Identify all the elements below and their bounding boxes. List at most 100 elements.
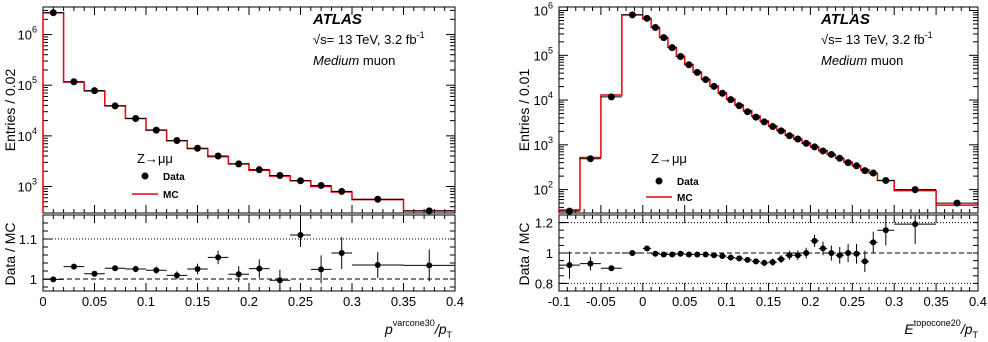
left-data-point — [374, 195, 382, 203]
left-ratio-point — [215, 254, 222, 261]
right-data-point — [735, 102, 743, 110]
right-bottom-ylabel: Data / MC — [516, 222, 532, 285]
right-ratio-point — [845, 250, 852, 256]
right-ratio-point — [566, 262, 573, 269]
left-xtick-label: 0.25 — [288, 294, 313, 309]
right-ratio-point — [752, 258, 759, 265]
left-legend-mc-label: MC — [163, 190, 179, 201]
left-data-point — [214, 152, 222, 160]
right-ratio-point — [861, 258, 868, 265]
right-data-point — [760, 118, 768, 126]
left-chart: ATLAS √s= 13 TeV, 3.2 fb-1 Medium muon Z… — [2, 6, 464, 340]
right-data-point — [660, 34, 668, 42]
right-energy-label: √s= 13 TeV, 3.2 fb-1 — [821, 30, 933, 47]
right-data-point — [882, 176, 890, 184]
right-xtick-label: -0.1 — [548, 294, 570, 309]
left-xtick-label: 0.05 — [82, 294, 107, 309]
left-data-point — [132, 115, 140, 123]
left-xtick-label: 0.3 — [343, 294, 361, 309]
right-xtick-label: 0.35 — [923, 294, 948, 309]
left-top-ytick-label: 105 — [18, 75, 37, 93]
right-data-point — [744, 108, 752, 116]
right-ratio-point — [702, 251, 709, 258]
left-top-ytick-label: 103 — [18, 177, 37, 195]
right-data-point — [911, 186, 919, 194]
left-ratio-point — [318, 266, 325, 273]
left-ratio-point — [50, 276, 57, 283]
right-xtick-label: 0.1 — [718, 294, 736, 309]
right-ratio-point — [660, 251, 667, 258]
left-ratio-point — [374, 262, 381, 268]
left-ratio-point — [297, 232, 304, 238]
right-bottom-ytick-label: 0.8 — [535, 276, 553, 291]
right-ratio-point — [828, 250, 835, 256]
right-data-point — [769, 123, 777, 131]
right-ratio-point — [819, 245, 826, 252]
right-data-point — [565, 207, 573, 215]
right-xlabel: Etopocone20/pT — [904, 318, 978, 340]
left-bottom-ylabel: Data / MC — [2, 222, 18, 285]
right-chart: ATLAS √s= 13 TeV, 3.2 fb-1 Medium muon Z… — [516, 1, 987, 340]
left-ratio-point — [256, 265, 263, 272]
left-data-point — [338, 187, 346, 195]
right-xtick-label: 0.3 — [885, 294, 903, 309]
left-xtick-label: 0.15 — [185, 294, 210, 309]
right-data-point — [586, 155, 594, 163]
right-ratio-point — [786, 252, 793, 259]
right-ratio-point — [669, 251, 676, 258]
right-ratio-point — [870, 239, 877, 246]
right-data-point — [869, 169, 877, 177]
right-data-point — [693, 68, 701, 76]
right-process-label: Z→μμ — [651, 151, 687, 166]
left-legend-data-marker — [141, 172, 149, 180]
right-ratio-point — [587, 260, 594, 267]
right-ratio-point — [836, 252, 843, 259]
right-xtick-label: -0.05 — [586, 294, 616, 309]
right-ratio-point — [685, 251, 692, 258]
right-top-ytick-label: 102 — [534, 180, 553, 198]
left-energy-label: √s= 13 TeV, 3.2 fb-1 — [313, 30, 425, 47]
right-ratio-point — [803, 250, 810, 256]
right-xtick-label: 0.4 — [969, 294, 987, 309]
right-top-ytick-label: 105 — [534, 45, 553, 63]
left-data-point — [111, 102, 119, 110]
right-data-point — [718, 89, 726, 97]
right-data-point — [677, 53, 685, 61]
left-data-point — [297, 177, 304, 185]
right-data-point — [628, 11, 636, 19]
right-top-ytick-label: 106 — [534, 1, 553, 19]
right-data-point — [643, 14, 651, 22]
right-xtick-label: 0.2 — [801, 294, 819, 309]
left-top-ytick-label: 104 — [18, 126, 37, 144]
left-xtick-label: 0.35 — [391, 294, 416, 309]
left-top-ylabel: Entries / 0.02 — [2, 69, 18, 152]
right-legend-data-label: Data — [677, 177, 699, 188]
left-data-point — [317, 181, 325, 189]
right-data-point — [785, 132, 793, 140]
left-bottom-ytick-label: 1.1 — [19, 232, 37, 247]
right-ratio-point — [677, 250, 684, 257]
right-ratio-point — [853, 250, 860, 257]
right-ratio-point — [882, 227, 889, 234]
right-data-point — [953, 199, 961, 207]
right-data-point — [668, 44, 676, 52]
left-data-point — [235, 160, 243, 168]
left-ratio-point — [132, 266, 139, 272]
right-ratio-point — [711, 252, 718, 259]
right-data-point — [852, 162, 860, 170]
left-xtick-label: 0.4 — [446, 294, 464, 309]
right-data-point — [607, 93, 615, 101]
right-data-point — [844, 159, 852, 167]
right-legend-data-marker — [655, 177, 663, 185]
right-bottom-ytick-label: 1 — [546, 246, 553, 261]
right-data-point — [836, 154, 844, 162]
right-data-point — [827, 150, 835, 158]
right-bottom-plot: Data / MC Etopocone20/pT 0.8 1 1.2 -0.1 -0.0… — [516, 214, 987, 340]
right-ratio-point — [794, 252, 801, 259]
left-top-ytick-label: 106 — [18, 25, 37, 43]
right-ratio-point — [694, 251, 701, 258]
left-ratio-point — [153, 267, 160, 274]
right-data-point — [651, 24, 659, 32]
right-xtick-label: 0.25 — [840, 294, 865, 309]
right-atlas-label: ATLAS — [820, 11, 870, 28]
